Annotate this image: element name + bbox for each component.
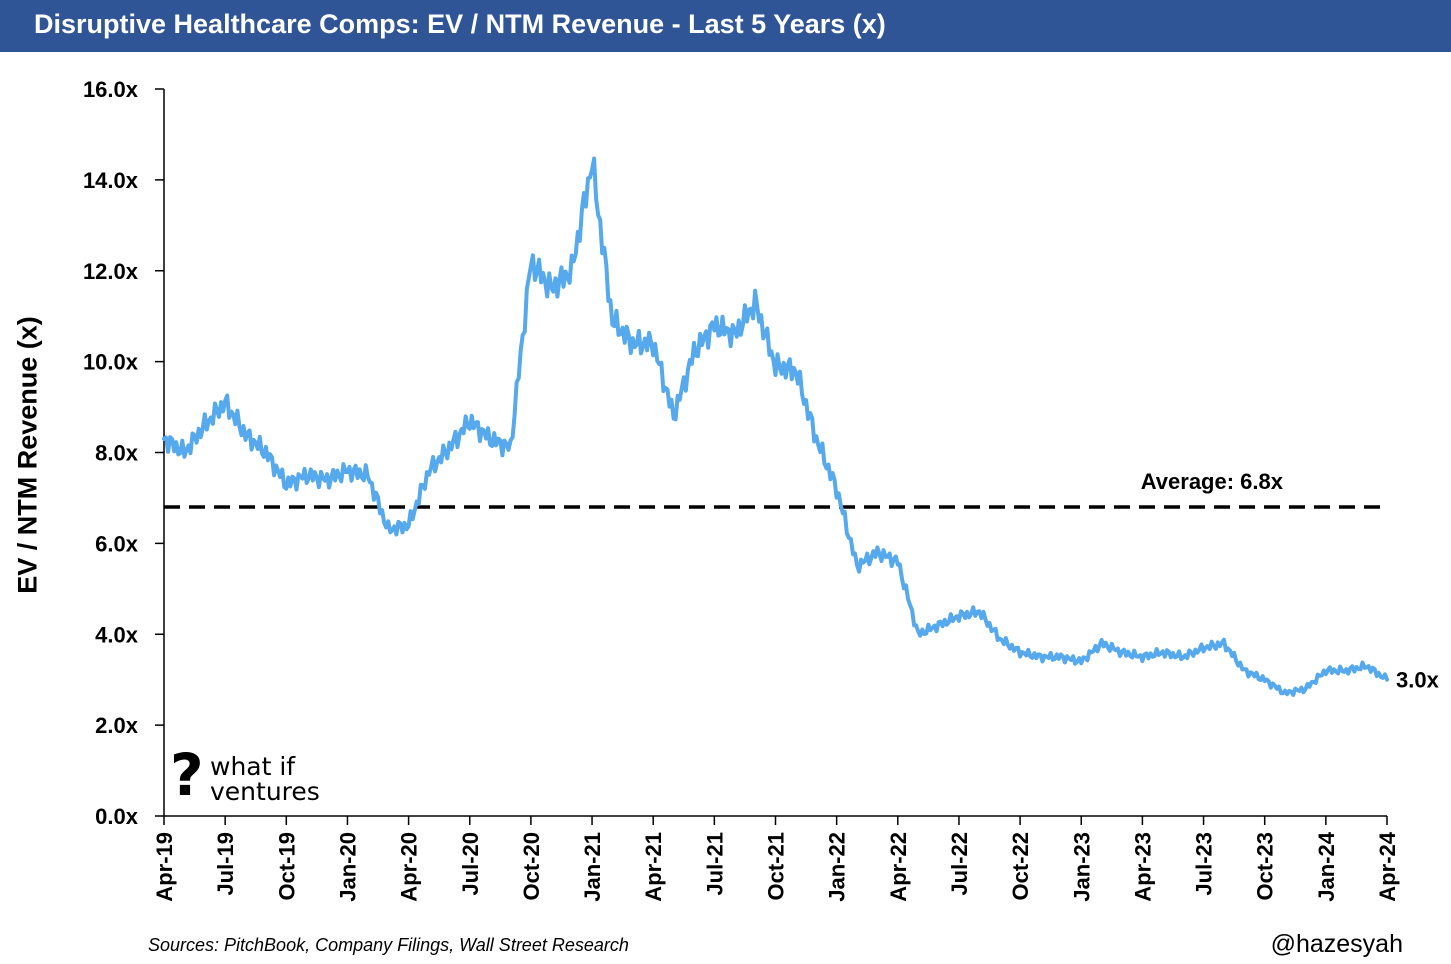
x-tick-label: Apr-20 bbox=[397, 832, 422, 902]
series-line bbox=[162, 156, 1389, 697]
average-label: Average: 6.8x bbox=[1141, 469, 1284, 494]
author-handle: @hazesyah bbox=[1270, 930, 1403, 958]
sources-note: Sources: PitchBook, Company Filings, Wal… bbox=[148, 935, 629, 955]
x-tick-label: Apr-19 bbox=[152, 832, 177, 902]
title-bar: Disruptive Healthcare Comps: EV / NTM Re… bbox=[0, 0, 1451, 52]
y-axis-label: EV / NTM Revenue (x) bbox=[12, 316, 43, 594]
x-tick-label: Oct-20 bbox=[519, 832, 544, 900]
logo-line-2: ventures bbox=[210, 777, 320, 806]
x-tick-label: Oct-21 bbox=[764, 832, 789, 900]
y-tick-label: 4.0x bbox=[95, 622, 139, 647]
x-tick-label: Oct-22 bbox=[1008, 832, 1033, 900]
x-tick-label: Jan-20 bbox=[335, 832, 360, 902]
y-tick-label: 16.0x bbox=[83, 77, 139, 102]
line-chart: 0.0x 2.0x 4.0x 6.0x 8.0x 10.0x 12.0x 14.0x 16.0x… bbox=[83, 77, 1440, 902]
y-tick-label: 8.0x bbox=[95, 441, 139, 466]
x-tick-label: Jan-24 bbox=[1314, 831, 1339, 901]
end-value-label: 3.0x bbox=[1396, 668, 1440, 693]
x-tick-label: Jan-22 bbox=[825, 832, 850, 902]
x-tick-label: Apr-23 bbox=[1130, 832, 1155, 902]
x-tick-label: Jul-20 bbox=[458, 832, 483, 896]
y-tick-label: 14.0x bbox=[83, 168, 139, 193]
chart-title: Disruptive Healthcare Comps: EV / NTM Re… bbox=[34, 9, 886, 39]
y-tick-label: 12.0x bbox=[83, 259, 139, 284]
y-tick-label: 2.0x bbox=[95, 713, 139, 738]
x-tick-label: Jul-23 bbox=[1192, 832, 1217, 896]
x-tick-label: Apr-24 bbox=[1375, 831, 1400, 901]
question-mark-icon: ? bbox=[170, 741, 204, 809]
x-tick-label: Oct-23 bbox=[1253, 832, 1278, 900]
x-tick-label: Jan-23 bbox=[1069, 832, 1094, 902]
y-tick-label: 10.0x bbox=[83, 350, 139, 375]
x-tick-label: Apr-22 bbox=[886, 832, 911, 902]
y-tick-label: 0.0x bbox=[95, 804, 139, 829]
logo-wordmark: what if ventures bbox=[210, 754, 320, 804]
x-tick-label: Jul-19 bbox=[213, 832, 238, 896]
y-tick-label: 6.0x bbox=[95, 531, 139, 556]
x-tick-label: Jan-21 bbox=[580, 832, 605, 902]
x-tick-label: Oct-19 bbox=[274, 832, 299, 900]
x-tick-label: Jul-21 bbox=[702, 832, 727, 896]
logo-line-1: what if bbox=[210, 752, 296, 781]
x-tick-label: Apr-21 bbox=[641, 832, 666, 902]
x-tick-label: Jul-22 bbox=[947, 832, 972, 896]
